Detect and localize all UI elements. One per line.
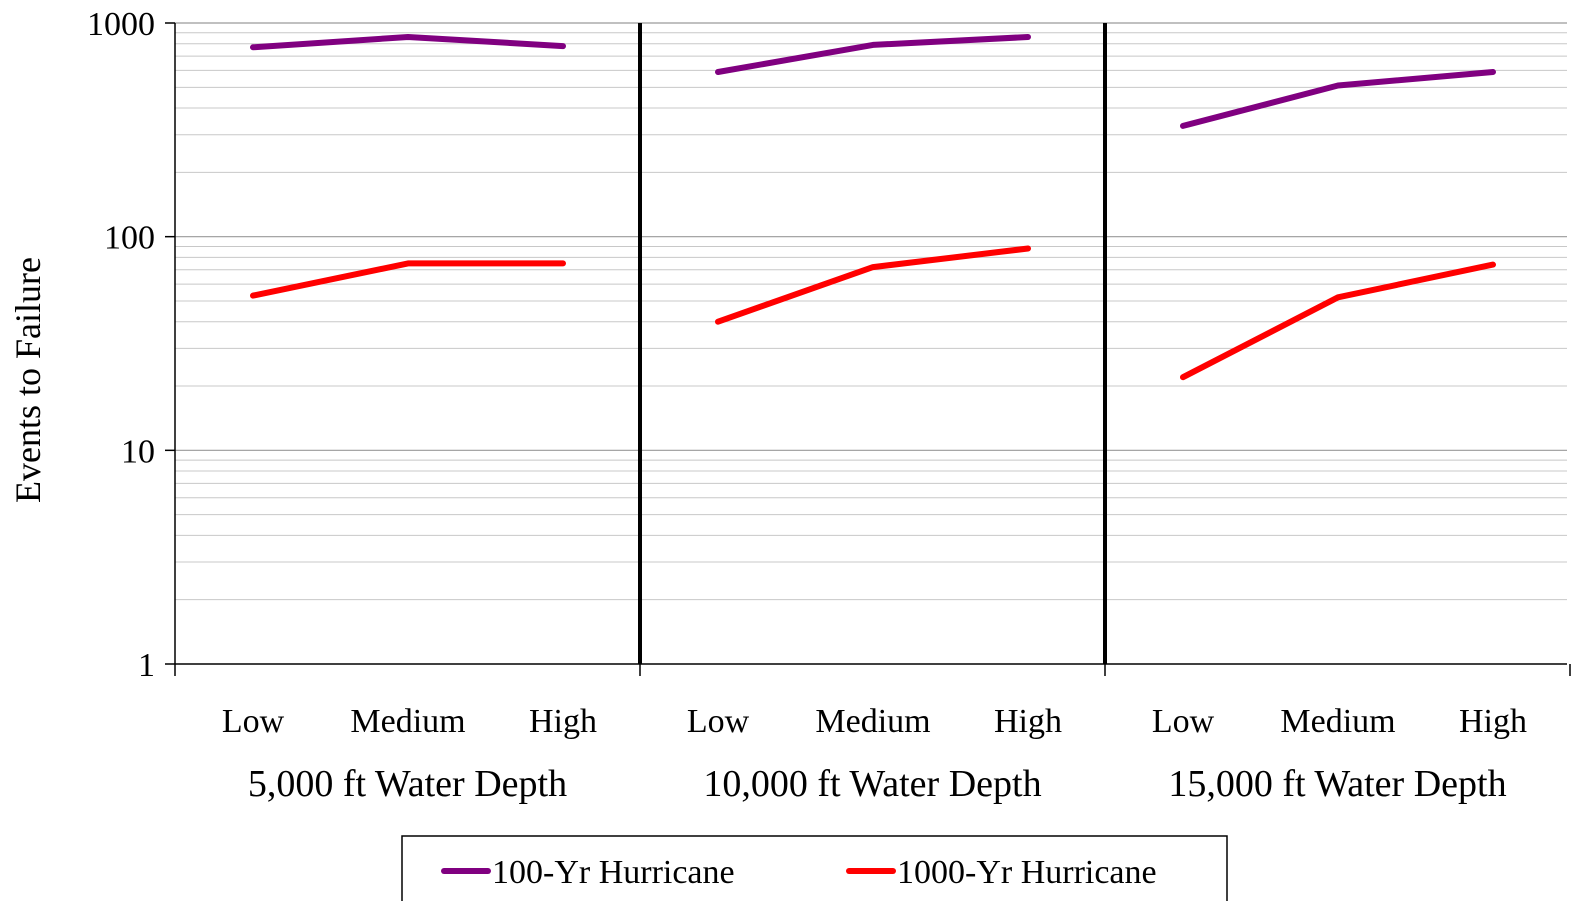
group-label: 10,000 ft Water Depth: [703, 763, 1041, 805]
series-lines: [250, 34, 1496, 381]
y-tick-label: 10: [121, 433, 155, 470]
y-tick-label: 100: [104, 220, 155, 257]
legend: 100-Yr Hurricane 1000-Yr Hurricane: [401, 835, 1228, 901]
series-line-100yr: [1180, 69, 1496, 129]
series-line-100yr: [250, 34, 566, 51]
series-line-1000yr: [1180, 261, 1496, 381]
y-tick-label: 1: [138, 647, 155, 684]
category-label: Medium: [815, 703, 930, 740]
category-label: High: [1459, 703, 1527, 740]
category-label: Low: [222, 703, 285, 740]
y-tick-label: 1000: [87, 6, 155, 43]
category-label: Medium: [350, 703, 465, 740]
category-label: Low: [687, 703, 750, 740]
category-label: High: [994, 703, 1062, 740]
series-line-1000yr: [715, 245, 1031, 325]
category-label: Low: [1152, 703, 1215, 740]
axis-labels: Events to Failure Low Medium High 5,000 ft …: [8, 257, 1527, 805]
series-line-1000yr: [250, 260, 566, 299]
category-label: High: [529, 703, 597, 740]
legend-box: [401, 835, 1228, 901]
group-label: 15,000 ft Water Depth: [1168, 763, 1506, 805]
legend-label-1000yr: 1000-Yr Hurricane: [897, 854, 1157, 891]
series-line-100yr: [715, 34, 1031, 75]
legend-label-100yr: 100-Yr Hurricane: [492, 854, 735, 891]
category-label: Medium: [1280, 703, 1395, 740]
axes: 1 10 100 1000: [87, 6, 1571, 684]
group-label: 5,000 ft Water Depth: [248, 763, 567, 805]
gridlines: [175, 22, 1567, 601]
y-axis-title: Events to Failure: [8, 257, 48, 503]
